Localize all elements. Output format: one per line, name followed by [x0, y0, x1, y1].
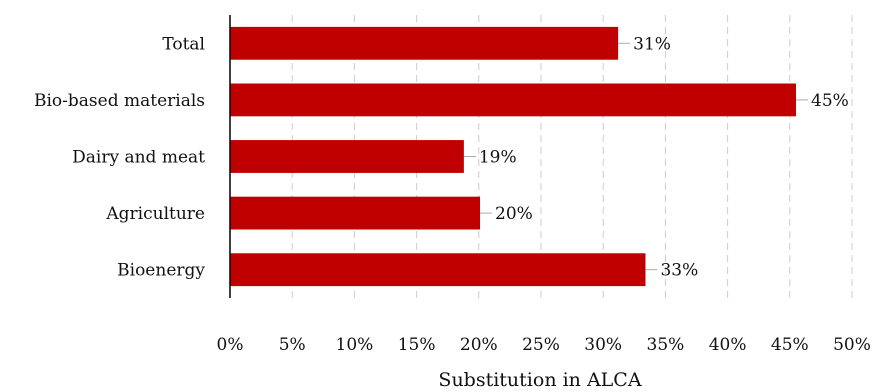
data-labels: 31% 45% 19% 20% 33%: [463, 34, 849, 281]
x-tick-label-2: 10%: [336, 335, 374, 355]
axes: 0% 5% 10% 15% 20% 25% 30% 35% 40% 45% 50% Total Bio-…: [34, 15, 871, 355]
x-tick-label-9: 45%: [771, 335, 809, 355]
x-tick-label-0: 0%: [217, 335, 244, 355]
x-tick-label-10: 50%: [833, 335, 871, 355]
data-label-2: 19%: [479, 148, 517, 168]
bars: [230, 26, 797, 287]
data-label-4: 33%: [660, 261, 698, 281]
category-label-3: Agriculture: [105, 204, 205, 224]
bar-3: [230, 196, 481, 230]
x-tick-label-4: 20%: [460, 335, 498, 355]
bar-0: [230, 26, 619, 60]
x-tick-label-6: 30%: [584, 335, 622, 355]
bar-1: [230, 83, 797, 117]
x-axis-title: Substitution in ALCA: [438, 369, 641, 391]
category-label-0: Total: [162, 34, 205, 54]
data-label-3: 20%: [495, 204, 533, 224]
category-label-1: Bio-based materials: [34, 91, 205, 111]
x-tick-label-5: 25%: [522, 335, 560, 355]
x-tick-label-7: 35%: [647, 335, 685, 355]
category-label-4: Bioenergy: [117, 261, 205, 281]
category-label-2: Dairy and meat: [72, 148, 205, 168]
data-label-0: 31%: [633, 34, 671, 54]
x-tick-label-1: 5%: [279, 335, 306, 355]
bar-4: [230, 253, 646, 287]
x-tick-label-3: 15%: [398, 335, 436, 355]
data-label-1: 45%: [811, 91, 849, 111]
bar-2: [230, 140, 464, 173]
x-tick-label-8: 40%: [709, 335, 747, 355]
